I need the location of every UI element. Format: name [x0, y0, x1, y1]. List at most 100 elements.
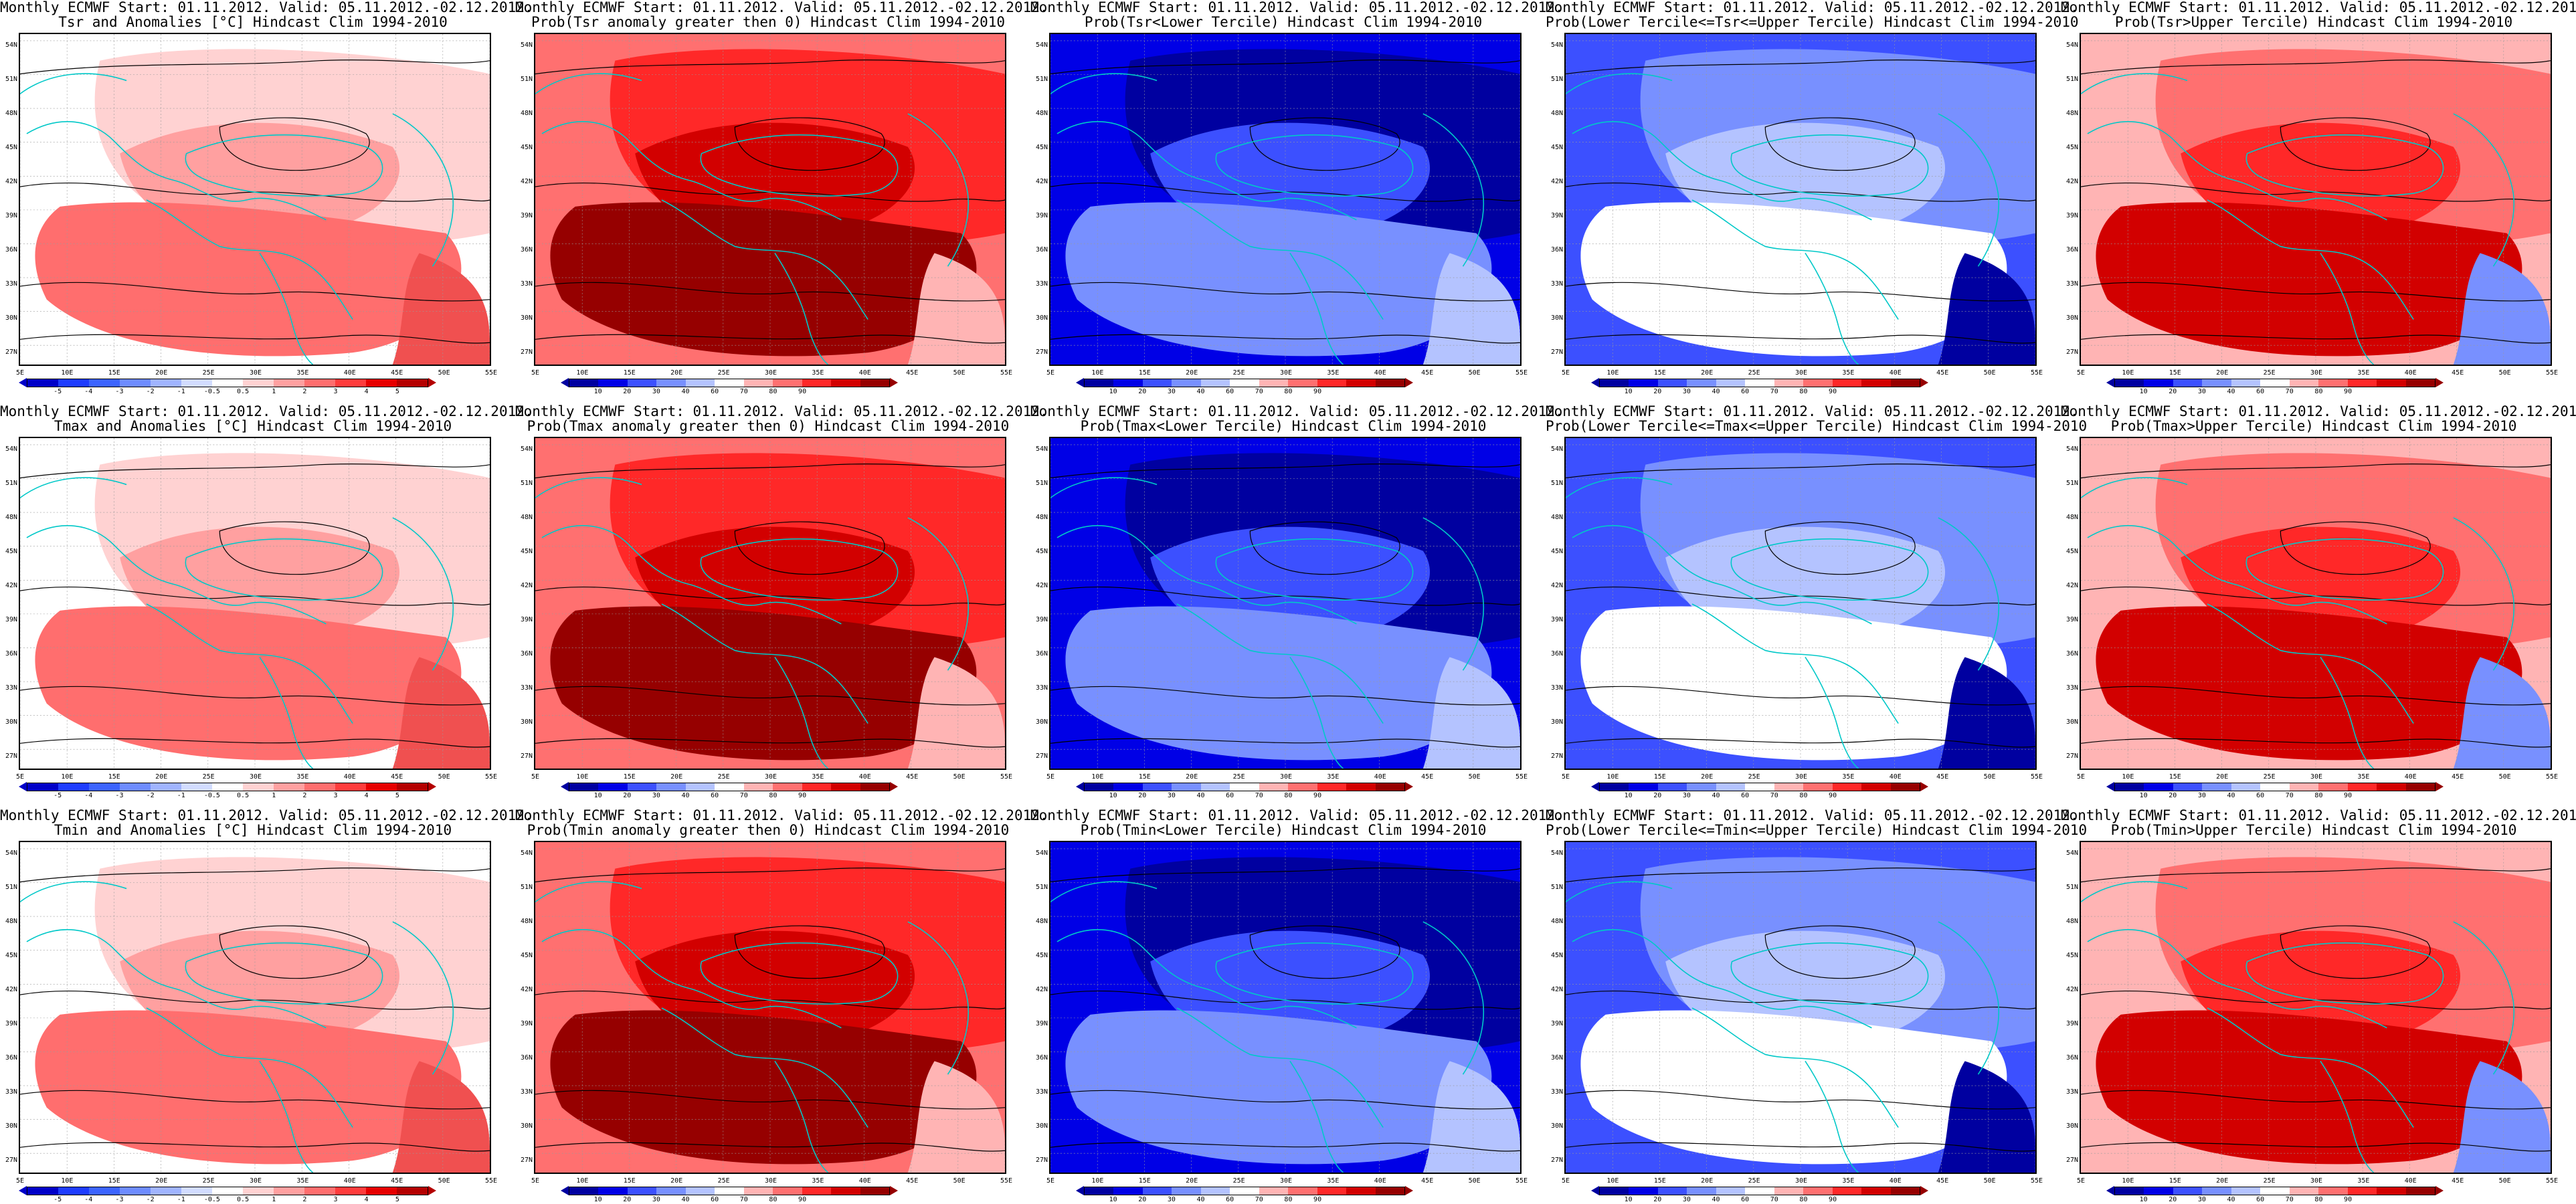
panel-title-line1: Monthly ECMWF Start: 01.11.2012. Valid: … — [515, 403, 1048, 419]
lat-tick-label: 45N — [1550, 144, 1563, 151]
lon-tick-label: 20E — [670, 369, 683, 377]
coastline — [392, 113, 454, 267]
colorbar-label: 80 — [2314, 792, 2323, 799]
lon-tick-label: 55E — [1000, 773, 1013, 781]
lon-tick-label: 20E — [155, 369, 168, 377]
isotherm-contour — [1566, 586, 2035, 606]
colorbar-swatch — [2173, 379, 2203, 387]
colorbar-swatch — [2202, 379, 2231, 387]
lat-tick-label: 39N — [1550, 616, 1563, 623]
colorbar-swatch — [598, 379, 628, 387]
lat-tick-label: 33N — [5, 1088, 17, 1096]
coastline — [1176, 1007, 1384, 1128]
colorbar-end-arrow — [890, 1186, 898, 1195]
map-field — [1050, 842, 1520, 1173]
colorbar-label: -0.5 — [203, 388, 220, 395]
lat-tick-label: 30N — [5, 1122, 17, 1130]
colorbar-label: 1 — [272, 388, 276, 395]
map-area — [19, 841, 491, 1174]
coastline — [1566, 477, 1673, 498]
colorbar-swatch — [397, 783, 428, 791]
coastline — [541, 121, 842, 221]
lat-tick-label: 54N — [2065, 849, 2078, 857]
lon-tick-label: 35E — [1842, 773, 1855, 781]
map-panel: Monthly ECMWF Start: 01.11.2012. Valid: … — [2061, 404, 2576, 800]
isotherm-contour — [535, 686, 1005, 706]
coastline — [700, 134, 899, 197]
lon-tick-label: 50E — [1468, 1177, 1481, 1185]
lon-tick-label: 55E — [1515, 369, 1528, 377]
colorbar-swatch — [860, 379, 889, 387]
field-region — [392, 1061, 490, 1173]
colorbar — [2114, 379, 2435, 387]
colorbar-label: 2 — [302, 1196, 307, 1203]
coastline — [661, 1007, 868, 1128]
colorbar-swatch — [1687, 1187, 1716, 1195]
isotherm-contour — [20, 586, 490, 606]
colorbar-label: 5 — [395, 388, 399, 395]
isotherm-contour — [2081, 60, 2551, 75]
field-region — [1065, 606, 1492, 761]
colorbar-swatch — [1803, 1187, 1833, 1195]
colorbar-label: 70 — [739, 388, 748, 395]
lat-tick-label: 54N — [1035, 41, 1048, 49]
field-region — [35, 606, 462, 761]
lon-tick-label: 10E — [61, 369, 74, 377]
colorbar-end-arrow — [1405, 1186, 1413, 1195]
coastline — [1572, 525, 1872, 625]
colorbar-label: 20 — [1653, 388, 1662, 395]
coastline — [1056, 121, 1357, 221]
colorbar-swatch — [685, 379, 715, 387]
isotherm-contour — [2280, 925, 2431, 979]
colorbar-swatch — [1085, 1187, 1114, 1195]
colorbar-swatch — [685, 783, 715, 791]
colorbar-swatch — [27, 783, 58, 791]
colorbar-swatch — [831, 1187, 860, 1195]
coastline — [1050, 881, 1158, 902]
lon-tick-label: 5E — [2076, 1177, 2086, 1185]
colorbar-end-arrow — [2106, 378, 2114, 387]
colorbar-label: 80 — [1284, 792, 1293, 799]
map-panel: Monthly ECMWF Start: 01.11.2012. Valid: … — [0, 0, 533, 396]
panel-title-line1: Monthly ECMWF Start: 01.11.2012. Valid: … — [1546, 403, 2079, 419]
coastline — [1805, 252, 1859, 365]
isotherm-contour — [2280, 521, 2431, 575]
lat-tick-label: 36N — [2065, 246, 2078, 254]
colorbar-label: 80 — [1799, 388, 1808, 395]
field-region — [2096, 1010, 2522, 1165]
lon-tick-label: 35E — [296, 1177, 309, 1185]
lon-tick-label: 30E — [249, 773, 262, 781]
lat-tick-label: 51N — [1035, 884, 1048, 891]
coastline — [535, 881, 642, 902]
lon-tick-label: 45E — [391, 1177, 403, 1185]
lat-tick-label: 27N — [1550, 752, 1563, 760]
colorbar-label: 60 — [1226, 1196, 1234, 1203]
colorbar-swatch — [773, 783, 802, 791]
lat-tick-label: 45N — [520, 144, 533, 151]
coastline — [2087, 121, 2387, 221]
colorbar-swatch — [151, 379, 181, 387]
lon-tick-label: 30E — [1795, 773, 1808, 781]
lon-tick-label: 15E — [1138, 1177, 1151, 1185]
map-panel: Monthly ECMWF Start: 01.11.2012. Valid: … — [1030, 404, 1564, 800]
isotherm-contour — [535, 868, 1005, 883]
map-field — [20, 842, 490, 1173]
coastline — [1572, 929, 1872, 1029]
panel-title-line2: Prob(Tmax>Upper Tercile) Hindcast Clim 1… — [2110, 418, 2517, 434]
lat-tick-label: 27N — [1550, 1157, 1563, 1164]
colorbar-swatch — [2260, 379, 2290, 387]
colorbar-label: -3 — [115, 792, 124, 799]
colorbar-label: 0.5 — [237, 1196, 250, 1203]
lat-tick-label: 39N — [5, 616, 17, 623]
colorbar-swatch — [1861, 1187, 1891, 1195]
map-area — [1564, 33, 2037, 366]
coastline — [2320, 252, 2375, 365]
lon-tick-label: 25E — [202, 1177, 215, 1185]
colorbar-swatch — [1288, 379, 1317, 387]
colorbar-end-arrow — [1076, 782, 1084, 791]
colorbar-swatch — [151, 1187, 181, 1195]
lon-tick-label: 15E — [1653, 369, 1666, 377]
lat-tick-label: 48N — [2065, 514, 2078, 521]
lat-tick-label: 51N — [1550, 76, 1563, 83]
colorbar-swatch — [151, 783, 181, 791]
